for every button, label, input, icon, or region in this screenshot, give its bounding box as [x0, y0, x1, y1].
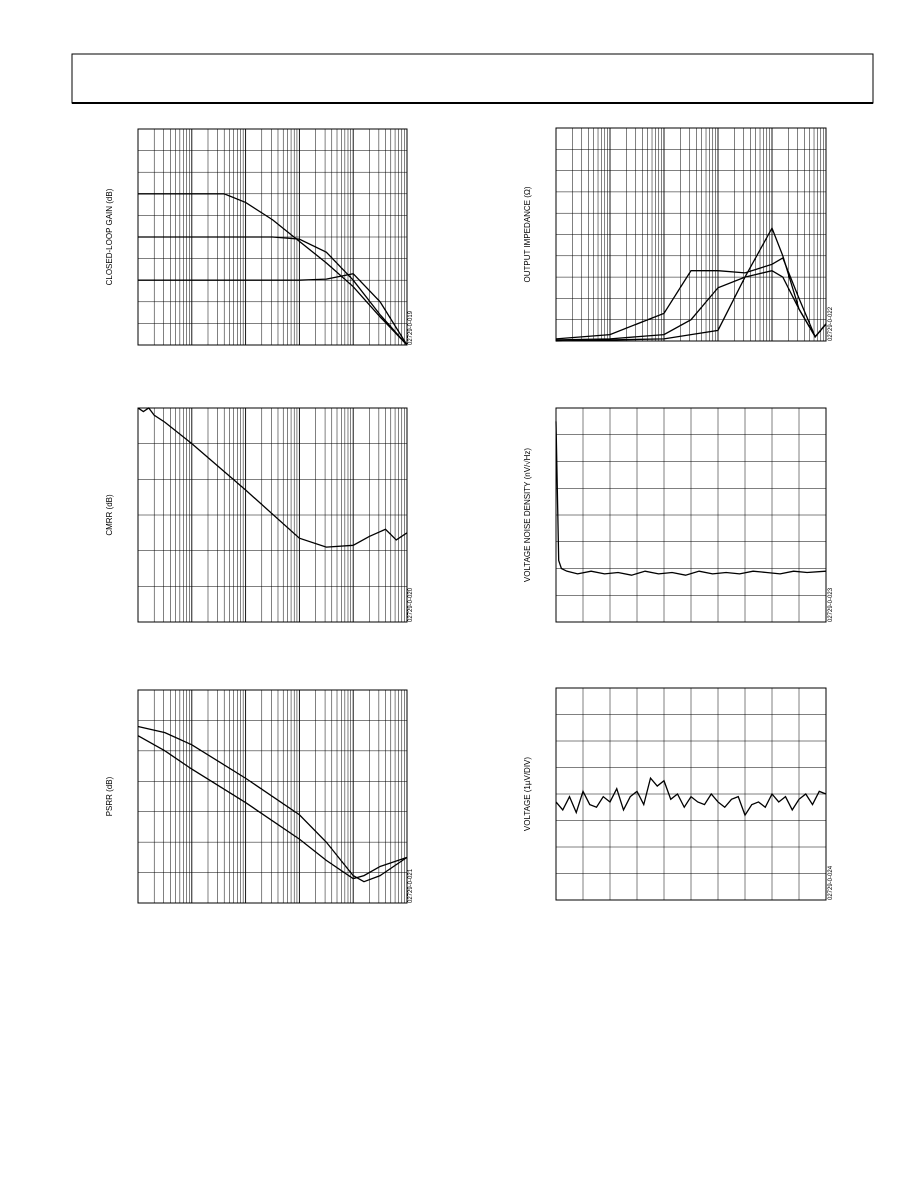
series-line — [555, 226, 827, 342]
plot-frame — [137, 407, 408, 623]
figure-code: 02729-0-022 — [828, 306, 834, 341]
series-line — [555, 421, 827, 576]
series-line — [138, 236, 408, 346]
series-line — [555, 270, 827, 341]
figure-code: 02729-0-021 — [408, 868, 414, 903]
plot-frame — [137, 689, 408, 904]
figure-code: 02729-0-019 — [408, 310, 414, 345]
plot-frame — [555, 127, 827, 342]
y-axis-label: OUTPUT IMPEDANCE (Ω) — [523, 186, 532, 282]
y-axis-label: VOLTAGE NOISE DENSITY (nV/√Hz) — [523, 448, 532, 583]
figure-code: 02729-0-024 — [828, 865, 834, 900]
y-axis-label: PSRR (dB) — [105, 776, 114, 816]
series-line — [137, 735, 408, 880]
figure-code: 02729-0-020 — [408, 587, 414, 622]
y-axis-label: CMRR (dB) — [105, 494, 114, 536]
y-axis-label: VOLTAGE (1µV/DIV) — [523, 757, 532, 831]
series-line — [137, 407, 408, 548]
series-line — [555, 776, 827, 817]
y-axis-label: CLOSED-LOOP GAIN (dB) — [105, 188, 114, 285]
header-box — [71, 53, 874, 104]
series-line — [138, 273, 408, 346]
series-line — [137, 725, 408, 883]
figure-code: 02729-0-023 — [828, 587, 834, 622]
series-line — [138, 193, 408, 346]
series-line — [555, 256, 827, 340]
plot-frame — [555, 407, 827, 623]
